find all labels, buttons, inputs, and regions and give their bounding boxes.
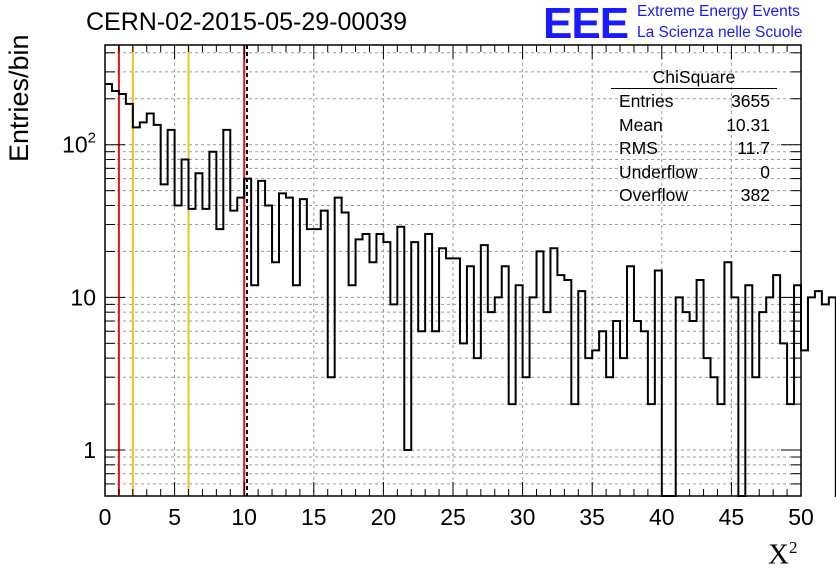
stats-label: Overflow <box>619 185 689 205</box>
stats-box: ChiSquare Entries 3655 Mean 10.31 RMS 11.7 … <box>611 66 777 208</box>
y-axis-title-text: Entries/bin <box>4 34 34 162</box>
x-tick-label: 30 <box>510 504 536 530</box>
histogram-outline <box>105 82 836 497</box>
stats-row: Overflow 382 <box>611 184 777 208</box>
stats-value: 0 <box>760 161 770 182</box>
x-tick-label: 35 <box>579 504 605 530</box>
run-title: CERN-02-2015-05-29-00039 <box>86 8 408 36</box>
x-axis-title-text: X <box>768 538 789 571</box>
x-axis-title-sup: 2 <box>788 538 798 557</box>
logo-subtitle-1: Extreme Energy Events <box>637 3 800 20</box>
stats-value: 10.31 <box>726 114 770 135</box>
grid-lines <box>105 45 801 497</box>
y-tick-label: 1 <box>83 437 96 463</box>
stats-row: Mean 10.31 <box>611 114 777 138</box>
stats-value: 382 <box>740 185 770 205</box>
x-tick-label: 0 <box>99 504 112 530</box>
x-tick-label: 5 <box>168 504 181 530</box>
logo-subtitle-2: La Scienza nelle Scuole <box>637 24 803 41</box>
stats-value: 3655 <box>731 91 770 111</box>
x-tick-label: 25 <box>440 504 466 530</box>
stats-value: 11.7 <box>737 138 770 158</box>
axis-ticks <box>104 45 802 497</box>
x-tick-label: 50 <box>788 504 814 530</box>
stats-row: Underflow 0 <box>611 161 777 185</box>
eee-logo: EEE <box>543 0 629 48</box>
y-tick-label: 10 <box>70 284 96 310</box>
stats-label: RMS <box>619 138 658 158</box>
y-axis-title: Entries/bin <box>4 34 44 162</box>
stats-label: Mean <box>619 114 663 135</box>
x-tick-label: 10 <box>231 504 257 530</box>
stats-label: Underflow <box>619 161 698 182</box>
x-axis-title: X2 <box>768 538 797 572</box>
stats-row: RMS 11.7 <box>611 137 777 161</box>
stats-row: Entries 3655 <box>611 90 777 114</box>
stats-label: Entries <box>619 91 674 111</box>
y-tick-labels: 1 10 102 <box>62 130 96 463</box>
y-tick-label: 102 <box>62 130 96 158</box>
x-tick-label: 45 <box>719 504 745 530</box>
reference-lines <box>117 45 248 496</box>
stats-title: ChiSquare <box>611 66 777 89</box>
x-tick-label: 15 <box>301 504 327 530</box>
x-tick-label: 40 <box>649 504 675 530</box>
x-tick-labels: 0 5 10 15 20 25 30 35 40 45 50 <box>99 504 814 530</box>
x-tick-label: 20 <box>371 504 397 530</box>
